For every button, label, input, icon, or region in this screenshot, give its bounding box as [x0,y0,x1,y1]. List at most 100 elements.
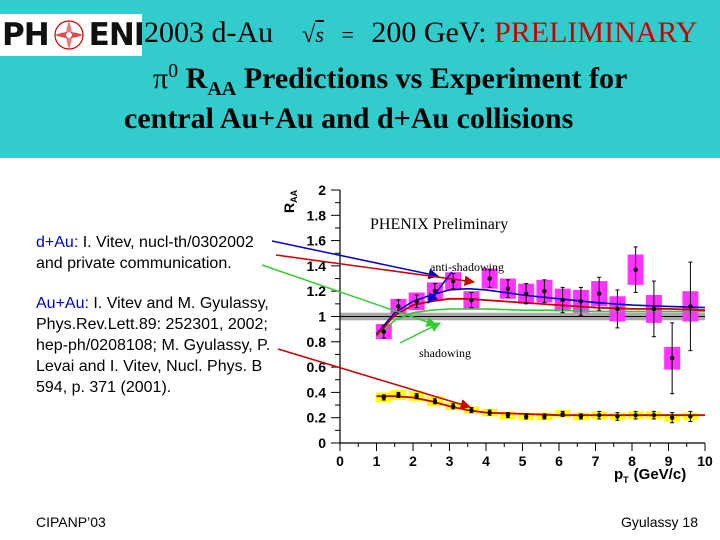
y-axis-label: RAA [281,189,299,213]
x-tick-label: 6 [555,453,563,469]
phenix-preliminary-label: PHENIX Preliminary [370,216,508,233]
dau-data-point [633,267,638,272]
sqrt-symbol: √s [302,22,324,48]
auau-data-point [505,412,511,418]
pi-superscript: 0 [168,60,179,82]
auau-system-label: Au+Au: [36,295,89,312]
auau-data-point [560,411,565,417]
dau-shadowing-ref-arrow [261,264,437,327]
x-tick-label: 1 [373,453,381,469]
equals-sign: = [341,22,354,47]
title-line-2: π0 RAA Predictions vs Experiment for [153,60,627,101]
y-tick-label: 0 [318,435,326,451]
logo-text-left: PH [2,17,50,53]
dau-data-point [469,297,474,303]
auau-data-point [432,399,438,404]
auau-ref-line-2: Phys.Rev.Lett.89: 252301, 2002; [36,316,268,333]
curve-dau-theory [375,297,706,337]
x-axis-label-sub: T [623,475,629,485]
dau-data-point [669,356,675,361]
dau-data-point [396,304,401,309]
reference-dau: d+Au: I. Vitev, nucl-th/0302002 and priv… [36,232,254,274]
x-tick-label: 2 [409,453,417,469]
y-tick-label: 0.2 [307,410,327,426]
auau-ref-line-1: I. Vitev and M. Gyulassy, [93,295,269,312]
curve-shadowing [375,308,705,338]
auau-data-point [596,412,602,418]
x-tick-label: 7 [592,453,600,469]
raa-symbol: R [185,62,208,95]
shadowing-arrow [399,322,441,344]
dau-data-point [615,306,620,312]
x-tick-label: 4 [482,453,490,469]
y-tick-label: 2 [318,182,326,198]
auau-data-point [669,415,675,420]
phenix-logo: PH ENIX [0,14,142,56]
raa-subscript: AA [207,78,237,100]
footer-slide-number: Gyulassy 18 [620,514,698,530]
auau-ref-line-5: 594, p. 371 (2001). [36,379,172,396]
auau-low-ref-arrow [277,348,472,410]
title-rest: Predictions vs Experiment for [243,62,628,95]
auau-ref-arrow [275,254,476,286]
auau-ref-line-4: Levai and I. Vitev, Nucl. Phys. B [36,358,263,375]
pi-symbol: π [153,62,169,95]
title-line-3: central Au+Au and d+Au collisions [124,102,574,135]
y-tick-label: 0.8 [307,334,327,350]
auau-data-point [450,404,456,409]
auau-data-point [469,407,474,413]
dau-system-label: d+Au: [36,234,79,251]
y-axis-label-sub: AA [289,189,299,202]
auau-ref-line-3: hep-ph/0208108; M. Gyulassy, P. [36,337,271,354]
auau-data-point [542,414,547,419]
dau-data-point [523,291,529,296]
anti-shadowing-arrow [427,271,453,304]
dau-data-point [688,304,693,309]
sqrt-s: s [315,22,324,47]
auau-data-point [633,412,638,418]
auau-data-point [414,393,419,399]
auau-data-point [578,414,584,419]
x-tick-label: 5 [519,453,527,469]
logo-text-right: ENIX [88,17,142,53]
auau-data-point [523,414,529,419]
auau-data-point [615,414,620,419]
y-axis-label-main: R [281,203,297,213]
y-tick-label: 1.8 [307,207,327,223]
dau-ref-line-2: and private communication. [36,255,232,272]
dau-data-point [596,291,602,296]
dau-data-point [651,306,657,312]
shadowing-label: shadowing [419,346,471,360]
anti-shadowing-label: anti-shadowing [430,260,504,274]
reference-auau: Au+Au: I. Vitev and M. Gyulassy, Phys.Re… [36,293,270,398]
x-axis-label: pT (GeV/c) [614,466,686,485]
y-tick-label: 0.6 [307,359,327,375]
x-tick-label: 10 [697,453,713,469]
curve-auau-theory [376,395,705,417]
dau-data-point [542,289,547,294]
x-tick-label: 8 [628,453,636,469]
dau-ref-arrow [271,240,440,280]
auau-data-point [651,412,657,418]
curve-anti-shadowing [375,287,706,335]
y-tick-label: 1.6 [307,233,327,249]
title-energy: 200 GeV: [371,16,487,49]
y-tick-label: 0.4 [307,384,327,400]
auau-data-point [487,410,492,415]
dau-data-point [381,329,386,334]
title-prefix: 2003 d-Au [144,16,274,49]
x-tick-label: 0 [336,453,344,469]
dau-data-point [578,299,584,304]
x-axis-label-unit: (GeV/c) [634,466,687,483]
x-axis-label-main: p [614,466,623,483]
auau-data-point [396,392,401,398]
logo-star-icon [49,14,89,56]
dau-data-point [505,286,511,291]
dau-data-point [487,276,492,281]
x-tick-label: 3 [446,453,454,469]
dau-data-point [414,299,419,304]
x-tick-label: 9 [665,453,673,469]
auau-data-point [688,414,693,419]
auau-data-point [381,395,386,400]
